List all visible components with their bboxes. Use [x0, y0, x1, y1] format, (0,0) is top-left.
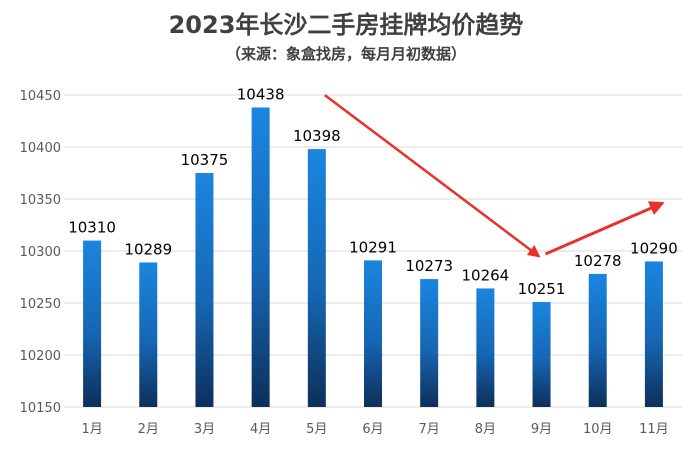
- data-label: 10438: [237, 85, 285, 103]
- bar: [83, 240, 102, 407]
- data-label: 10273: [405, 257, 453, 275]
- bar: [307, 149, 326, 407]
- y-tick-label: 10450: [20, 89, 61, 104]
- x-tick-label: 10月: [583, 422, 613, 437]
- y-axis: 10150 10200 10250 10300 10350 10400 10450: [20, 89, 61, 416]
- bar: [251, 107, 270, 407]
- y-tick-label: 10150: [20, 401, 61, 416]
- bar: [588, 273, 607, 407]
- x-tick-label: 9月: [531, 422, 552, 437]
- x-tick-label: 6月: [362, 422, 383, 437]
- data-label: 10264: [462, 266, 510, 284]
- x-axis: 1月 2月 3月 4月 5月 6月 7月 8月 9月 10月 11月: [81, 422, 668, 437]
- arrow-down: [324, 94, 541, 258]
- y-tick-label: 10350: [20, 193, 61, 208]
- data-label: 10291: [349, 238, 397, 256]
- bars: [83, 107, 663, 407]
- chart-subtitle: （来源：象盒找房，每月月初数据）: [226, 45, 466, 63]
- bar: [364, 260, 382, 407]
- x-tick-label: 11月: [639, 422, 669, 437]
- x-tick-label: 3月: [194, 422, 215, 437]
- chart-title: 2023年长沙二手房挂牌均价趋势: [169, 11, 524, 39]
- data-label: 10251: [518, 280, 566, 298]
- data-label: 10278: [574, 252, 622, 270]
- bar: [476, 288, 495, 407]
- x-tick-label: 2月: [138, 422, 159, 437]
- x-tick-label: 1月: [81, 422, 102, 437]
- arrow-up: [544, 201, 665, 256]
- bar: [532, 301, 551, 407]
- data-label: 10375: [181, 151, 229, 169]
- data-label: 10289: [124, 240, 172, 258]
- data-label: 10398: [293, 127, 341, 145]
- x-tick-label: 7月: [419, 422, 440, 437]
- bar: [420, 279, 439, 407]
- y-tick-label: 10300: [20, 245, 61, 260]
- bar: [139, 262, 158, 407]
- bar: [195, 173, 214, 407]
- trend-arrows: [324, 94, 665, 258]
- data-label: 10310: [68, 219, 116, 237]
- y-tick-label: 10250: [20, 297, 61, 312]
- y-tick-label: 10200: [20, 349, 61, 364]
- x-tick-label: 8月: [475, 422, 496, 437]
- data-label: 10290: [630, 239, 678, 257]
- x-tick-label: 5月: [306, 422, 327, 437]
- x-tick-label: 4月: [250, 422, 271, 437]
- y-tick-label: 10400: [20, 141, 61, 156]
- data-labels: 10310 10289 10375 10438 10398 10291 10273 10264…: [68, 85, 678, 297]
- bar: [644, 261, 663, 407]
